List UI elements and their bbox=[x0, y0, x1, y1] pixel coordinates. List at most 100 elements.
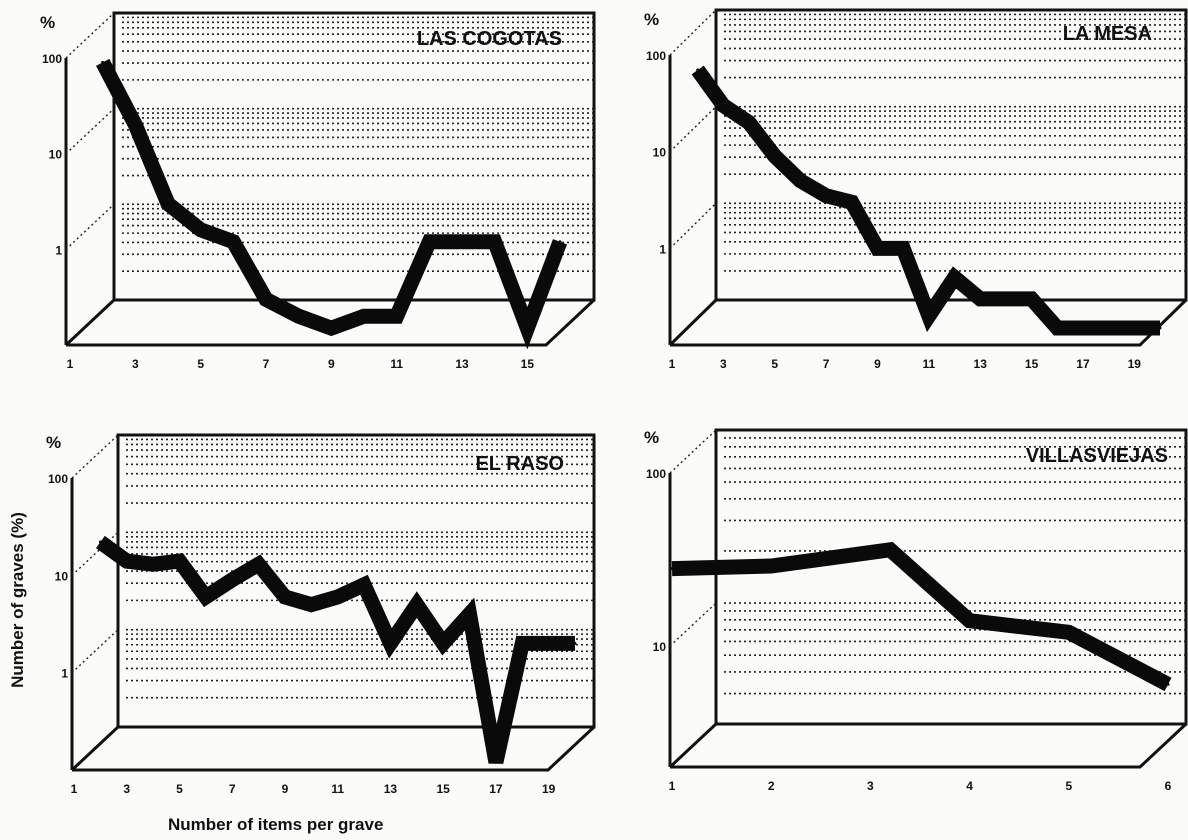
y-unit-label: % bbox=[644, 428, 659, 447]
x-tick-label: 13 bbox=[384, 782, 398, 796]
depth-guide bbox=[65, 108, 115, 155]
x-tick-label: 5 bbox=[197, 357, 204, 371]
floor-edge bbox=[72, 725, 596, 772]
data-point bbox=[204, 595, 208, 599]
x-tick-label: 19 bbox=[1128, 357, 1142, 371]
data-point bbox=[362, 583, 366, 587]
y-unit-label: % bbox=[46, 433, 61, 452]
x-tick-label: 15 bbox=[521, 357, 535, 371]
y-tick-label: 100 bbox=[646, 467, 666, 481]
data-point bbox=[460, 240, 464, 244]
data-point bbox=[309, 603, 313, 607]
x-tick-label: 2 bbox=[768, 779, 775, 793]
chart-title: EL RASO bbox=[475, 453, 564, 475]
data-point bbox=[493, 240, 497, 244]
data-point bbox=[133, 123, 137, 127]
depth-guide bbox=[669, 106, 717, 153]
data-point bbox=[1081, 326, 1085, 330]
y-tick-label: 100 bbox=[48, 472, 68, 486]
data-point bbox=[230, 578, 234, 582]
y-tick-label: 1 bbox=[55, 243, 62, 257]
y-tick-label: 1 bbox=[659, 242, 666, 256]
data-point bbox=[1055, 326, 1059, 330]
data-point bbox=[388, 641, 392, 645]
x-tick-label: 7 bbox=[263, 357, 270, 371]
depth-guide bbox=[65, 203, 115, 250]
x-tick-label: 3 bbox=[123, 782, 130, 796]
data-point bbox=[177, 559, 181, 563]
data-point bbox=[98, 540, 102, 544]
series-line bbox=[671, 541, 1172, 692]
data-point bbox=[362, 314, 366, 318]
x-tick-label: 17 bbox=[1076, 357, 1090, 371]
y-tick-label: 10 bbox=[55, 569, 69, 583]
back-wall bbox=[714, 428, 1188, 726]
depth-guide bbox=[669, 429, 717, 474]
x-tick-label: 3 bbox=[132, 357, 139, 371]
y-unit-label: % bbox=[40, 13, 55, 32]
data-point bbox=[427, 240, 431, 244]
data-point bbox=[1030, 297, 1034, 301]
data-point bbox=[888, 548, 892, 552]
series-line bbox=[691, 65, 1160, 336]
x-tick-label: 1 bbox=[669, 357, 676, 371]
y-axis-label: Number of graves (%) bbox=[8, 512, 27, 688]
data-point bbox=[747, 121, 751, 125]
y-tick-label: 100 bbox=[646, 49, 666, 63]
x-tick-label: 15 bbox=[436, 782, 450, 796]
series-line bbox=[95, 535, 575, 764]
data-point bbox=[558, 240, 562, 244]
data-point bbox=[547, 641, 551, 645]
data-point bbox=[927, 314, 931, 318]
x-tick-label: 5 bbox=[176, 782, 183, 796]
data-point bbox=[283, 595, 287, 599]
x-tick-label: 5 bbox=[771, 357, 778, 371]
floor-edge bbox=[66, 298, 596, 347]
back-wall bbox=[714, 8, 1188, 302]
x-tick-label: 1 bbox=[67, 357, 74, 371]
data-point bbox=[231, 240, 235, 244]
x-tick-label: 3 bbox=[867, 779, 874, 793]
depth-guide bbox=[71, 531, 119, 576]
data-point bbox=[824, 194, 828, 198]
y-tick-label: 10 bbox=[49, 148, 63, 162]
x-tick-label: 11 bbox=[390, 357, 403, 371]
data-point bbox=[769, 564, 773, 568]
floor-edge bbox=[668, 298, 718, 347]
data-point bbox=[875, 246, 879, 250]
x-tick-label: 19 bbox=[542, 782, 556, 796]
chart-panel: 10 100% 1 2 3 4 5 6 VILLASVIEJAS bbox=[644, 428, 1188, 793]
x-tick-label: 5 bbox=[1065, 779, 1072, 793]
y-tick-label: 10 bbox=[653, 640, 667, 654]
data-point bbox=[329, 326, 333, 330]
x-tick-label: 11 bbox=[922, 357, 935, 371]
y-unit-label: % bbox=[644, 10, 659, 29]
y-tick-label: 10 bbox=[653, 146, 667, 160]
data-point bbox=[101, 60, 105, 64]
data-point bbox=[520, 641, 524, 645]
x-tick-label: 13 bbox=[455, 357, 469, 371]
data-point bbox=[525, 326, 529, 330]
back-wall bbox=[112, 11, 596, 302]
x-tick-label: 9 bbox=[282, 782, 289, 796]
data-point bbox=[1107, 326, 1111, 330]
x-tick-label: 4 bbox=[966, 779, 973, 793]
data-point bbox=[166, 202, 170, 206]
floor-edge bbox=[64, 298, 116, 347]
data-point bbox=[336, 595, 340, 599]
data-point bbox=[721, 104, 725, 108]
depth-guide bbox=[71, 629, 119, 674]
data-point bbox=[573, 641, 577, 645]
y-tick-label: 1 bbox=[61, 667, 68, 681]
data-point bbox=[415, 603, 419, 607]
data-point bbox=[257, 562, 261, 566]
chart-title: VILLASVIEJAS bbox=[1026, 445, 1168, 467]
x-tick-label: 9 bbox=[874, 357, 881, 371]
data-point bbox=[494, 760, 498, 764]
data-point bbox=[199, 228, 203, 232]
x-tick-label: 1 bbox=[71, 782, 78, 796]
chart-title: LAS COGOTAS bbox=[417, 28, 562, 50]
